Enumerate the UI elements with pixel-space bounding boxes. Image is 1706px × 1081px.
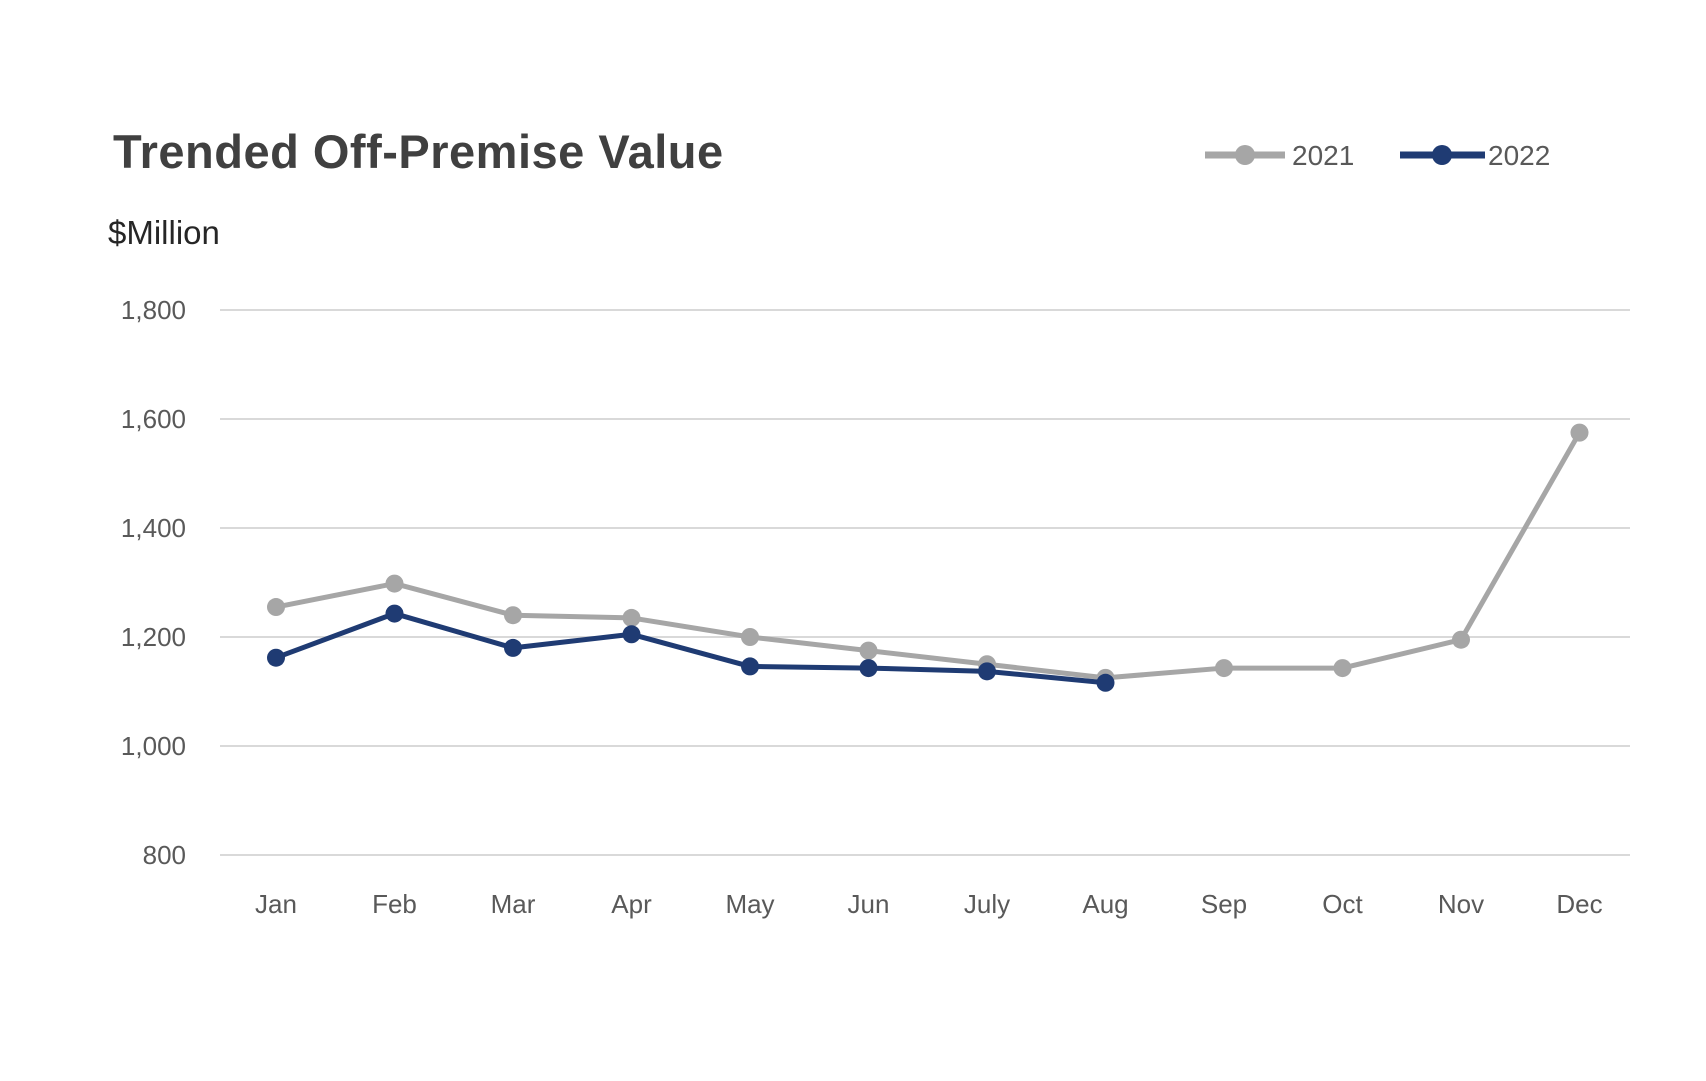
data-point-2022-Mar [504,638,522,657]
legend: 2021 2022 [1205,140,1550,171]
y-tick-label: 1,000 [121,731,186,761]
y-tick-label: 1,800 [121,295,186,325]
series-2021 [267,423,1589,687]
gridlines [220,309,1630,856]
data-point-2021-Jan [267,598,285,617]
x-tick-label: Jun [848,889,890,919]
data-point-2021-Nov [1452,630,1470,649]
x-tick-label: Sep [1201,889,1247,919]
x-tick-label: Apr [611,889,652,919]
data-point-2022-Aug [1096,673,1115,692]
legend-marker-2021 [1235,145,1255,165]
data-point-2021-Jun [859,641,878,660]
series-2022 [267,604,1115,692]
data-point-2022-Feb [385,604,404,623]
x-tick-label: Dec [1556,889,1602,919]
data-point-2022-Jan [267,648,285,667]
y-axis-unit-label: $Million [108,214,220,251]
data-point-2021-Oct [1333,659,1352,678]
data-point-2022-July [978,662,996,681]
x-tick-label: Feb [372,889,417,919]
data-point-2021-Feb [385,574,404,593]
data-point-2021-Apr [622,608,641,627]
series-line-2021 [273,430,1582,681]
y-tick-label: 1,200 [121,622,186,652]
data-point-2021-Mar [504,606,522,625]
x-axis-ticks: Jan Feb Mar Apr May Jun July Aug Sep Oct Nov Dec [255,889,1603,919]
x-tick-label: Nov [1438,889,1484,919]
legend-label-2022: 2022 [1488,140,1550,171]
y-axis-ticks: 800 1,000 1,200 1,400 1,600 1,800 [121,295,186,870]
data-point-2022-May [741,657,759,676]
data-point-2021-May [741,628,759,646]
x-tick-label: July [964,889,1010,919]
x-tick-label: Mar [491,889,536,919]
data-point-2022-Jun [859,659,878,678]
y-tick-label: 1,400 [121,513,186,543]
series [267,423,1589,692]
y-tick-label: 800 [143,840,186,870]
data-point-2022-Apr [622,625,641,644]
series-line-2022 [273,611,1108,686]
legend-label-2021: 2021 [1292,140,1354,171]
x-tick-label: Oct [1322,889,1363,919]
data-point-2021-Dec [1570,423,1589,442]
y-tick-label: 1,600 [121,404,186,434]
x-tick-label: May [725,889,774,919]
legend-marker-2022 [1432,145,1452,165]
chart-title: Trended Off-Premise Value [113,125,724,178]
x-tick-label: Aug [1082,889,1128,919]
data-point-2021-Sep [1215,659,1233,678]
x-tick-label: Jan [255,889,297,919]
